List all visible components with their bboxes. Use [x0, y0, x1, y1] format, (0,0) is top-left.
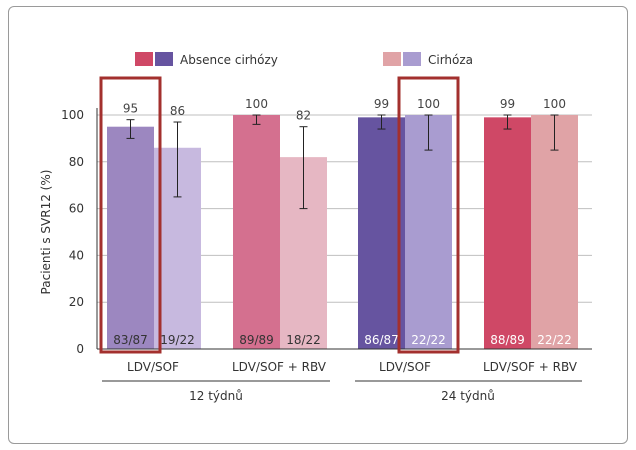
value-label: 95 — [123, 102, 138, 116]
highlight-box — [397, 76, 460, 354]
y-tick-label: 100 — [61, 108, 84, 122]
value-label: 99 — [374, 97, 389, 111]
data-labels: 95 83/87 86 19/22 100 89/89 82 18/22 99 86/87 100 2… — [113, 97, 572, 347]
y-tick-label: 80 — [69, 155, 84, 169]
legend-label: Cirhóza — [428, 53, 473, 67]
n-label: 19/22 — [160, 333, 195, 347]
value-label: 99 — [500, 97, 515, 111]
highlight-boxes — [99, 76, 460, 354]
group-label: 24 týdnů — [441, 389, 495, 403]
n-label: 88/89 — [490, 333, 525, 347]
bar — [107, 126, 154, 349]
n-label: 22/22 — [411, 333, 446, 347]
value-label: 86 — [170, 104, 185, 118]
category-label: LDV/SOF — [379, 360, 431, 374]
legend-swatch — [135, 52, 153, 66]
value-label: 82 — [296, 109, 311, 123]
value-label: 100 — [543, 97, 566, 111]
n-label: 83/87 — [113, 333, 148, 347]
legend-swatch — [383, 52, 401, 66]
value-label: 100 — [417, 97, 440, 111]
bar — [405, 115, 452, 349]
y-tick-label: 40 — [69, 248, 84, 262]
error-bars — [126, 114, 559, 210]
n-label: 89/89 — [239, 333, 274, 347]
y-axis-label: Pacienti s SVR12 (%) — [39, 170, 53, 295]
group-label: 12 týdnů — [189, 389, 243, 403]
highlight-box — [99, 76, 162, 354]
y-tick-label: 20 — [69, 295, 84, 309]
axes: LDV/SOF LDV/SOF + RBV LDV/SOF LDV/SOF + RBV… — [96, 108, 592, 403]
bars — [107, 115, 578, 349]
n-label: 18/22 — [286, 333, 321, 347]
bar — [233, 115, 280, 349]
legend-label: Absence cirhózy — [180, 53, 278, 67]
category-label: LDV/SOF — [127, 360, 179, 374]
bar — [484, 117, 531, 349]
y-tick-label: 60 — [69, 202, 84, 216]
category-label: LDV/SOF + RBV — [232, 360, 327, 374]
n-label: 22/22 — [537, 333, 572, 347]
n-label: 86/87 — [364, 333, 399, 347]
category-label: LDV/SOF + RBV — [483, 360, 578, 374]
legend: Absence cirhózy Cirhóza — [135, 52, 473, 67]
legend-swatch — [155, 52, 173, 66]
value-label: 100 — [245, 97, 268, 111]
bar — [531, 115, 578, 349]
y-tick-label: 0 — [76, 342, 84, 356]
legend-swatch — [403, 52, 421, 66]
bar — [358, 117, 405, 349]
